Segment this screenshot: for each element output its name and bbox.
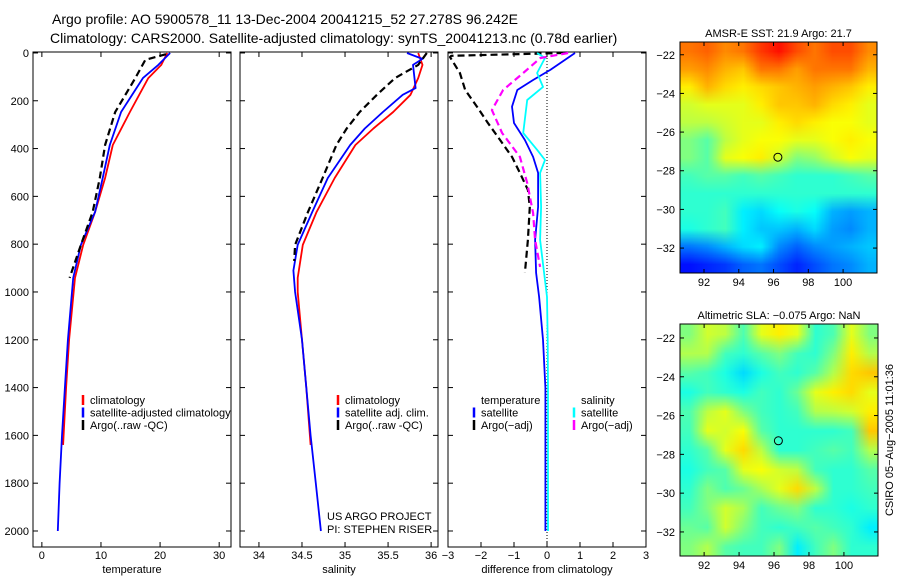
x-tick-label: 36 bbox=[425, 550, 437, 562]
map-title: Altimetric SLA: −0.075 Argo: NaN bbox=[698, 310, 861, 322]
lon-tick-label: 98 bbox=[802, 277, 814, 289]
map-title: AMSR-E SST: 21.9 Argo: 21.7 bbox=[705, 28, 852, 40]
x-tick-label: −3 bbox=[442, 550, 455, 562]
legend-header: temperature bbox=[481, 395, 540, 407]
series-line-argo-raw-qc- bbox=[68, 53, 167, 279]
map-panel-sst-map: AMSR-E SST: 21.9 Argo: 21.7 92 94 96 98 100 −2… bbox=[656, 28, 878, 289]
figure-title-line1: Argo profile: AO 5900578_11 13-Dec-2004 … bbox=[52, 11, 518, 27]
legend-label: satellite-adjusted climatology bbox=[90, 408, 231, 420]
x-tick-label: 34.5 bbox=[291, 550, 312, 562]
y-tick-label: 400 bbox=[11, 144, 29, 156]
profile-panel-salinity: 34 34.5 35 35.5 36 salinity climatologysatelli… bbox=[239, 51, 439, 576]
y-tick-label: 1000 bbox=[5, 287, 29, 299]
lat-tick-label: −24 bbox=[656, 88, 675, 100]
sst-map-image bbox=[680, 42, 877, 273]
y-tick-label: 800 bbox=[11, 239, 29, 251]
sla-map-image bbox=[680, 324, 878, 556]
y-tick-label: 200 bbox=[11, 96, 29, 108]
lon-tick-label: 92 bbox=[698, 277, 710, 289]
y-tick-label: 600 bbox=[11, 191, 29, 203]
series-line-temperature-satellite bbox=[511, 52, 576, 531]
legend-label: climatology bbox=[345, 395, 401, 407]
series-line-satellite-adjusted-climatology bbox=[56, 52, 171, 532]
plot-frame bbox=[239, 51, 439, 548]
lat-tick-label: −32 bbox=[656, 243, 675, 255]
legend-label: satellite bbox=[481, 408, 518, 420]
x-tick-label: 35 bbox=[339, 550, 351, 562]
legend-label: satellite adj. clim. bbox=[345, 408, 429, 420]
x-tick-label: 3 bbox=[643, 550, 649, 562]
lon-tick-label: 94 bbox=[733, 560, 745, 572]
x-tick-label: −1 bbox=[508, 550, 521, 562]
series-line-salinity-argo-adj- bbox=[490, 51, 569, 268]
series-line-satellite-adj-clim- bbox=[292, 52, 424, 532]
lon-tick-label: 96 bbox=[767, 277, 779, 289]
x-tick-label: 1 bbox=[577, 550, 583, 562]
argo-float-marker bbox=[773, 152, 783, 162]
lon-tick-label: 98 bbox=[803, 560, 815, 572]
profile-panel-temperature: 0 10 20 30 0 200 400 600 800 1000 1200 1400 1600 1800… bbox=[5, 48, 232, 576]
plot-frame bbox=[32, 51, 232, 548]
y-tick-label: 1200 bbox=[5, 335, 29, 347]
x-tick-label: 34 bbox=[253, 550, 265, 562]
lon-tick-label: 100 bbox=[835, 560, 853, 572]
series-line-climatology bbox=[62, 52, 169, 445]
y-tick-label: 1600 bbox=[5, 430, 29, 442]
csiro-timestamp: CSIRO 05−Aug−2005 11:01:36 bbox=[884, 364, 896, 516]
lat-tick-label: −30 bbox=[656, 204, 675, 216]
profile-panel-difference: −3 −2 −1 0 1 2 3 difference from climatology tem… bbox=[442, 51, 649, 576]
y-tick-label: 0 bbox=[23, 48, 29, 60]
x-axis-label: temperature bbox=[102, 564, 161, 576]
lat-tick-label: −22 bbox=[656, 50, 675, 62]
y-tick-label: 1800 bbox=[5, 478, 29, 490]
x-tick-label: 35.5 bbox=[377, 550, 398, 562]
x-tick-label: 20 bbox=[154, 550, 166, 562]
lat-tick-label: −28 bbox=[656, 166, 675, 178]
lat-tick-label: −26 bbox=[656, 411, 675, 423]
figure-title-line2: Climatology: CARS2000. Satellite-adjuste… bbox=[50, 30, 617, 46]
legend-label: Argo(−adj) bbox=[581, 420, 633, 432]
series-line-salinity-satellite bbox=[522, 52, 549, 531]
legend-label: Argo(..raw -QC) bbox=[345, 420, 423, 432]
series-line-argo-raw-qc- bbox=[293, 52, 428, 261]
x-tick-label: 0 bbox=[544, 550, 550, 562]
lon-tick-label: 100 bbox=[834, 277, 852, 289]
x-tick-label: 0 bbox=[39, 550, 45, 562]
y-tick-label: 2000 bbox=[5, 526, 29, 538]
x-tick-label: −2 bbox=[475, 550, 488, 562]
lon-tick-label: 94 bbox=[733, 277, 745, 289]
lat-tick-label: −24 bbox=[656, 372, 675, 384]
x-tick-label: 30 bbox=[213, 550, 225, 562]
legend-label: climatology bbox=[90, 395, 146, 407]
lat-tick-label: −32 bbox=[656, 527, 675, 539]
pi-credit: PI: STEPHEN RISER bbox=[327, 524, 432, 536]
x-tick-label: 2 bbox=[610, 550, 616, 562]
legend-label: Argo(..raw -QC) bbox=[90, 420, 168, 432]
x-axis-label: salinity bbox=[322, 564, 356, 576]
lat-tick-label: −26 bbox=[656, 127, 675, 139]
lon-tick-label: 92 bbox=[698, 560, 710, 572]
map-frame bbox=[679, 323, 879, 557]
lat-tick-label: −22 bbox=[656, 333, 675, 345]
argo-float-marker bbox=[773, 436, 783, 446]
lat-tick-label: −28 bbox=[656, 449, 675, 461]
lon-tick-label: 96 bbox=[768, 560, 780, 572]
legend-header: salinity bbox=[581, 395, 615, 407]
lat-tick-label: −30 bbox=[656, 488, 675, 500]
map-frame bbox=[679, 41, 878, 274]
map-panel-sla-map: Altimetric SLA: −0.075 Argo: NaN 92 94 96 98… bbox=[656, 310, 879, 572]
x-tick-label: 10 bbox=[95, 550, 107, 562]
project-credit: US ARGO PROJECT bbox=[327, 511, 432, 523]
legend-label: Argo(−adj) bbox=[481, 420, 533, 432]
legend-label: satellite bbox=[581, 408, 618, 420]
series-line-temperature-argo-adj- bbox=[448, 51, 564, 273]
y-tick-label: 1400 bbox=[5, 383, 29, 395]
x-axis-label: difference from climatology bbox=[481, 564, 613, 576]
